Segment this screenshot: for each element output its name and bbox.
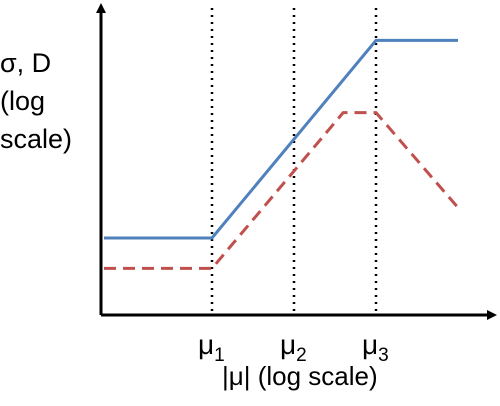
x-tick-label-symbol: μ bbox=[362, 329, 378, 360]
series-line-solid bbox=[104, 38, 458, 240]
x-tick-label-subscript: 3 bbox=[378, 345, 389, 366]
y-axis-label: σ, D (log scale) bbox=[0, 44, 90, 158]
y-axis-label-line: scale) bbox=[0, 124, 73, 154]
x-tick-label: μ1 bbox=[198, 329, 225, 366]
x-tick-label: μ3 bbox=[362, 329, 389, 366]
series-line-dashed bbox=[104, 111, 460, 270]
y-axis-label-line: σ, D bbox=[0, 48, 52, 78]
series-layer bbox=[104, 38, 460, 270]
x-tick-label-subscript: 2 bbox=[296, 345, 307, 366]
x-tick-label-symbol: μ bbox=[280, 329, 296, 360]
x-tick-label-symbol: μ bbox=[198, 329, 214, 360]
x-axis-label: |μ| (log scale) bbox=[222, 361, 378, 391]
y-axis-label-line: (log bbox=[0, 86, 46, 116]
tick-guides bbox=[210, 8, 378, 315]
x-tick-labels: μ1 μ2 μ3 bbox=[198, 329, 389, 366]
x-tick-label-subscript: 1 bbox=[214, 345, 225, 366]
x-tick-label: μ2 bbox=[280, 329, 307, 366]
